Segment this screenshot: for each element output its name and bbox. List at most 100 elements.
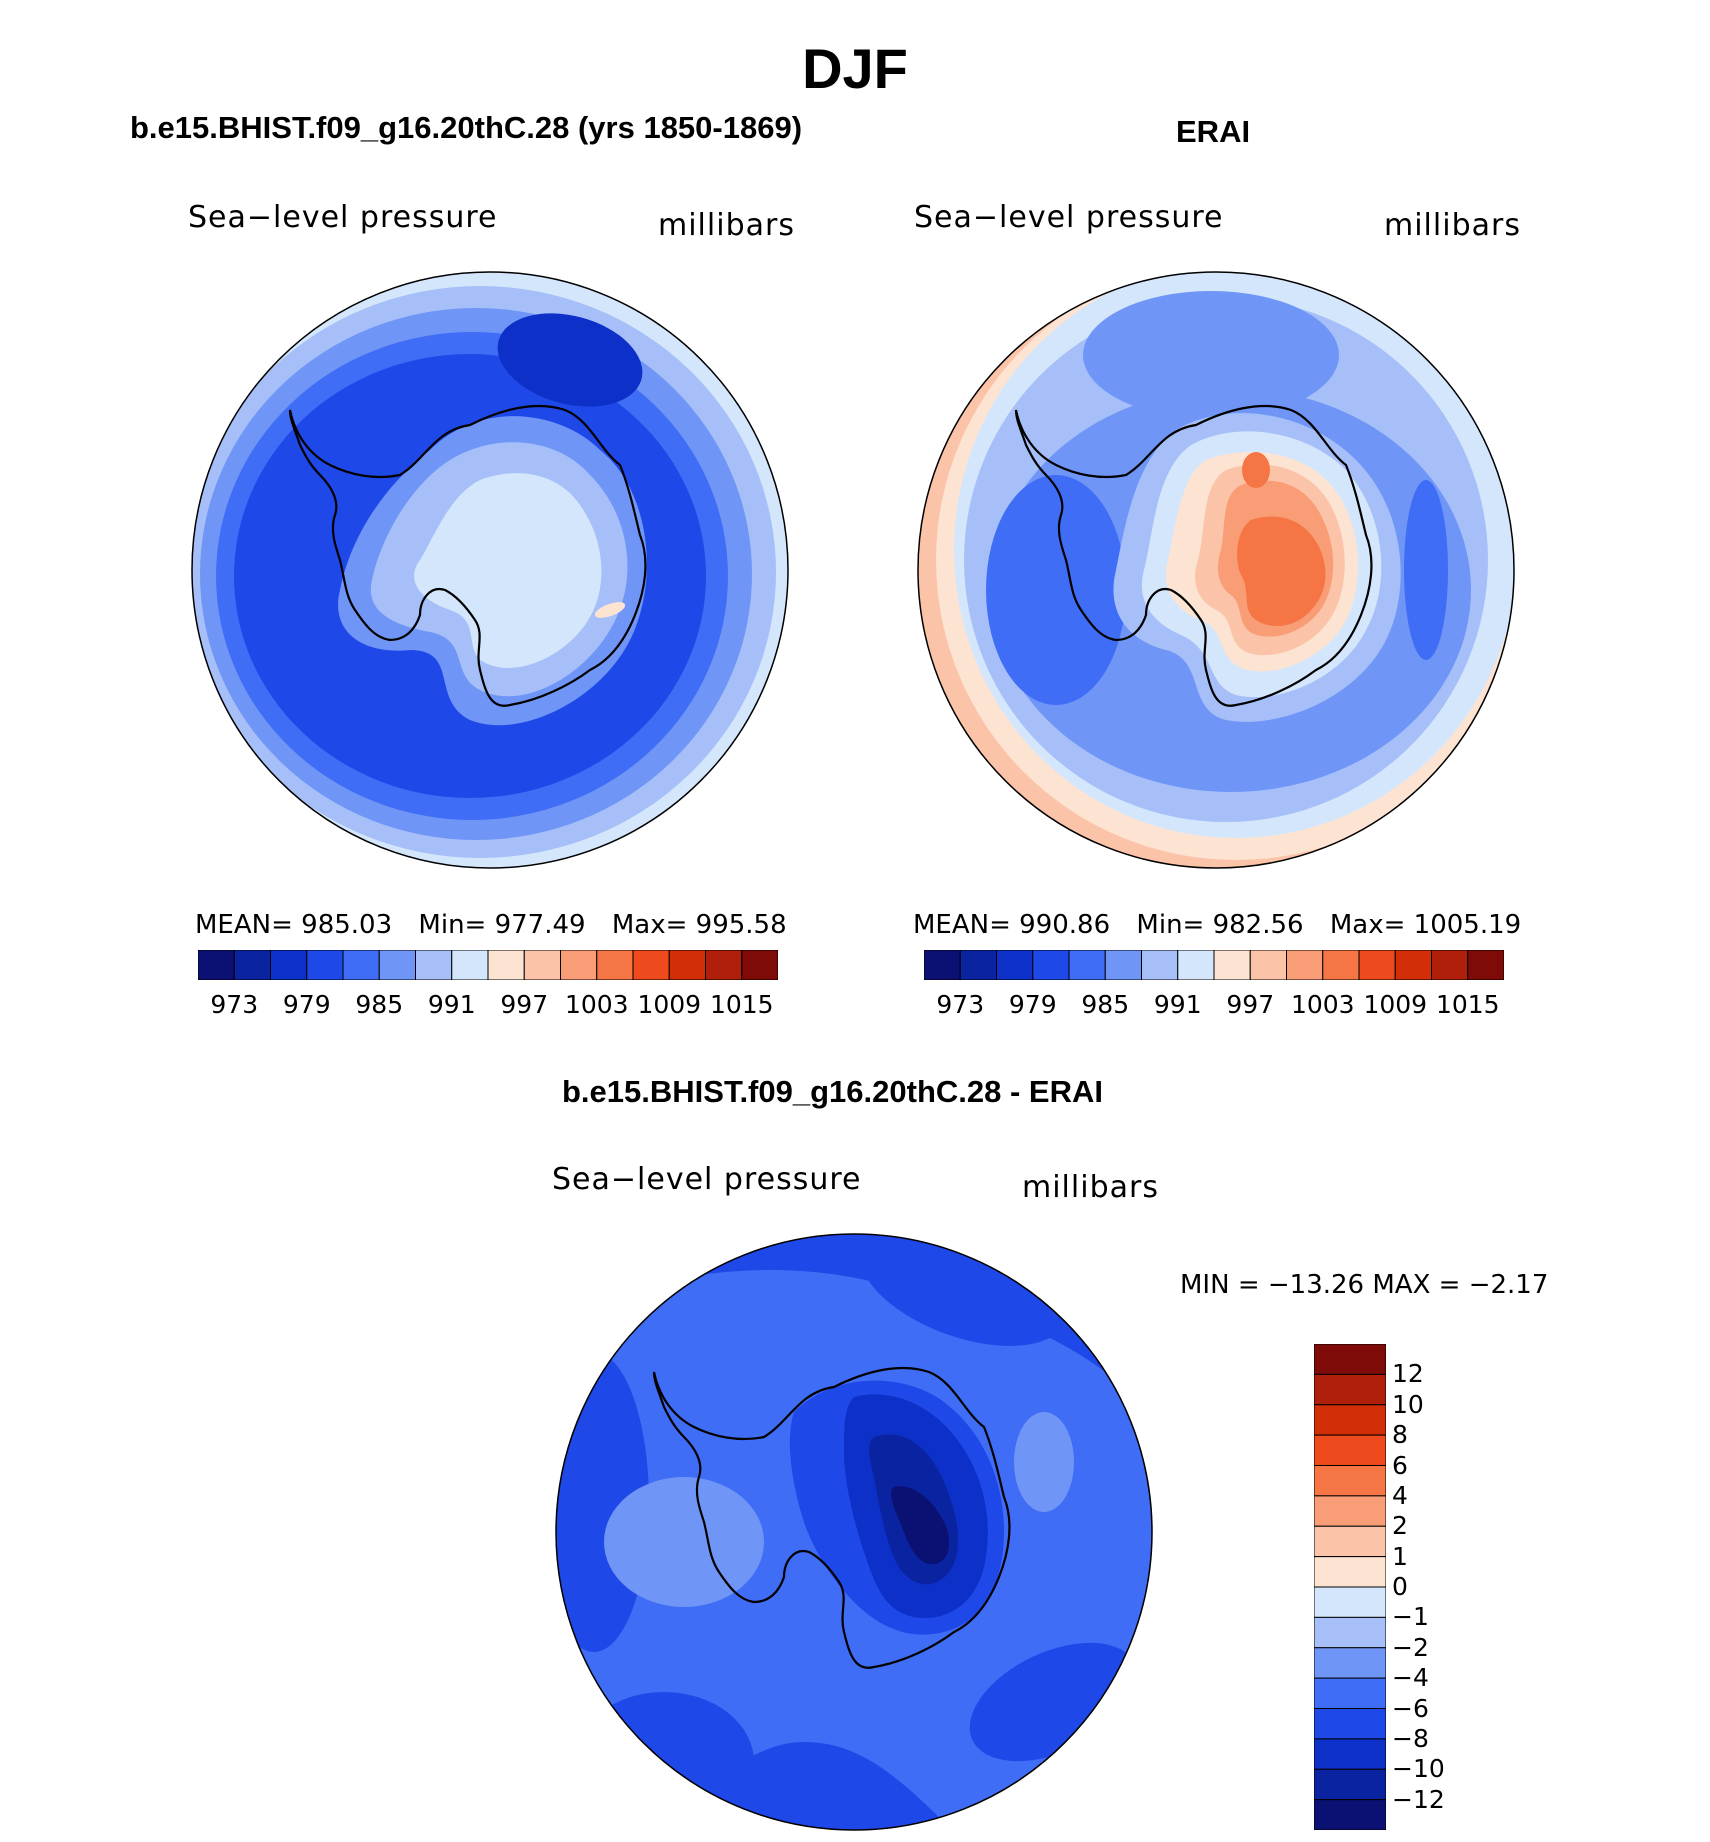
panel3-units-label: millibars: [1022, 1170, 1159, 1205]
panel1-colorbar-ticks: 973 979 985 991 997 1003 1009 1015: [198, 990, 778, 1020]
colorbar-swatch: [1314, 1738, 1386, 1770]
colorbar-swatch: [1314, 1799, 1386, 1830]
panel3-map: [555, 1233, 1153, 1831]
colorbar-swatch: [668, 950, 706, 980]
colorbar-tick-label: 1009: [1363, 990, 1428, 1019]
colorbar-tick-label: −2: [1392, 1632, 1429, 1662]
colorbar-swatch: [1314, 1373, 1386, 1406]
colorbar-swatch: [451, 950, 489, 980]
colorbar-tick-label: −4: [1392, 1663, 1429, 1693]
panel3-title: b.e15.BHIST.f09_g16.20thC.28 - ERAI: [562, 1074, 1103, 1109]
colorbar-tick-label: 12: [1392, 1359, 1424, 1389]
panel1-units-label: millibars: [658, 208, 795, 243]
colorbar-tick-label: 4: [1392, 1480, 1408, 1510]
colorbar-swatch: [1431, 950, 1469, 980]
panel2-stats: MEAN= 990.86 Min= 982.56 Max= 1005.19: [913, 910, 1521, 940]
colorbar-tick-label: 1015: [709, 990, 774, 1019]
panel2-map: [917, 271, 1515, 869]
colorbar-swatch: [487, 950, 525, 980]
panel3-colorbar-ticks: 12 10 8 6 4 2 1 0 −1 −2 −4 −6 −8 −10 −12: [1392, 1344, 1512, 1830]
colorbar-swatch: [1394, 950, 1432, 980]
colorbar-swatch: [1314, 1525, 1386, 1558]
colorbar-tick-label: 6: [1392, 1450, 1408, 1480]
colorbar-tick-label: 997: [1226, 990, 1275, 1019]
colorbar-swatch: [1314, 1616, 1386, 1649]
colorbar-tick-label: −8: [1392, 1723, 1429, 1753]
colorbar-swatch: [415, 950, 453, 980]
colorbar-swatch: [306, 950, 344, 980]
panel2-mean-label: MEAN=: [913, 910, 1011, 940]
colorbar-swatch: [1314, 1586, 1386, 1618]
panel3-minmax-text: MIN = −13.26 MAX = −2.17: [1180, 1270, 1549, 1300]
colorbar-tick-label: 0: [1392, 1572, 1408, 1601]
panel1-colorbar: [198, 950, 778, 980]
colorbar-swatch: [596, 950, 634, 980]
panel2-title: ERAI: [1176, 114, 1251, 149]
colorbar-swatch: [1213, 950, 1251, 980]
colorbar-tick-label: 979: [1008, 990, 1057, 1019]
colorbar-swatch: [1314, 1768, 1386, 1801]
colorbar-swatch: [523, 950, 561, 980]
colorbar-swatch: [741, 950, 778, 980]
colorbar-swatch: [233, 950, 271, 980]
colorbar-tick-label: 1003: [564, 990, 629, 1019]
colorbar-swatch: [1286, 950, 1324, 980]
colorbar-swatch: [1314, 1495, 1386, 1527]
colorbar-swatch: [1177, 950, 1215, 980]
panel2-max-label: Max=: [1329, 910, 1406, 940]
colorbar-tick-label: 985: [1081, 990, 1130, 1019]
colorbar-tick-label: 973: [936, 990, 985, 1019]
panel3-variable-label: Sea−level pressure: [552, 1162, 862, 1197]
panel2-max-value: 1005.19: [1413, 910, 1522, 940]
colorbar-tick-label: 997: [500, 990, 549, 1019]
panel2-mean-value: 990.86: [1019, 910, 1111, 940]
panel1-stats: MEAN= 985.03 Min= 977.49 Max= 995.58: [195, 910, 787, 940]
colorbar-swatch: [342, 950, 380, 980]
panel1-title: b.e15.BHIST.f09_g16.20thC.28 (yrs 1850-1…: [130, 110, 803, 145]
colorbar-swatch: [1358, 950, 1396, 980]
colorbar-swatch: [959, 950, 997, 980]
panel2-units-label: millibars: [1384, 208, 1521, 243]
colorbar-tick-label: −10: [1392, 1754, 1445, 1784]
colorbar-tick-label: 2: [1392, 1511, 1408, 1541]
colorbar-swatch: [996, 950, 1034, 980]
colorbar-tick-label: 991: [427, 990, 476, 1019]
colorbar-swatch: [1314, 1434, 1386, 1466]
colorbar-swatch: [1467, 950, 1504, 980]
colorbar-swatch: [1141, 950, 1179, 980]
colorbar-tick-label: 991: [1153, 990, 1202, 1019]
panel2-variable-label: Sea−level pressure: [914, 200, 1224, 235]
panel1-variable-label: Sea−level pressure: [188, 200, 498, 235]
panel2-colorbar: [924, 950, 1504, 980]
panel3-colorbar: [1314, 1344, 1386, 1830]
colorbar-tick-label: 1003: [1290, 990, 1355, 1019]
colorbar-swatch: [1314, 1677, 1386, 1709]
colorbar-swatch: [1314, 1404, 1386, 1436]
colorbar-tick-label: −6: [1392, 1693, 1429, 1723]
colorbar-swatch: [1314, 1556, 1386, 1588]
colorbar-swatch: [198, 950, 235, 980]
colorbar-tick-label: 973: [210, 990, 259, 1019]
colorbar-swatch: [378, 950, 416, 980]
colorbar-tick-label: −1: [1392, 1602, 1429, 1632]
colorbar-tick-label: −12: [1392, 1784, 1445, 1814]
colorbar-swatch: [1314, 1465, 1386, 1497]
colorbar-swatch: [1314, 1344, 1386, 1375]
panel2-min-value: 982.56: [1212, 910, 1304, 940]
panel1-min-label: Min=: [418, 910, 487, 940]
colorbar-tick-label: 979: [282, 990, 331, 1019]
panel1-min-value: 977.49: [494, 910, 586, 940]
colorbar-swatch: [1314, 1708, 1386, 1740]
figure-title: DJF: [802, 37, 908, 100]
panel1-max-label: Max=: [611, 910, 688, 940]
colorbar-swatch: [924, 950, 961, 980]
panel1-mean-value: 985.03: [301, 910, 393, 940]
colorbar-tick-label: 985: [355, 990, 404, 1019]
colorbar-swatch: [705, 950, 743, 980]
colorbar-swatch: [1068, 950, 1106, 980]
panel2-colorbar-ticks: 973 979 985 991 997 1003 1009 1015: [924, 990, 1504, 1020]
colorbar-tick-label: 10: [1392, 1389, 1424, 1419]
panel1-mean-label: MEAN=: [195, 910, 293, 940]
panel1-max-value: 995.58: [695, 910, 787, 940]
colorbar-swatch: [1249, 950, 1287, 980]
